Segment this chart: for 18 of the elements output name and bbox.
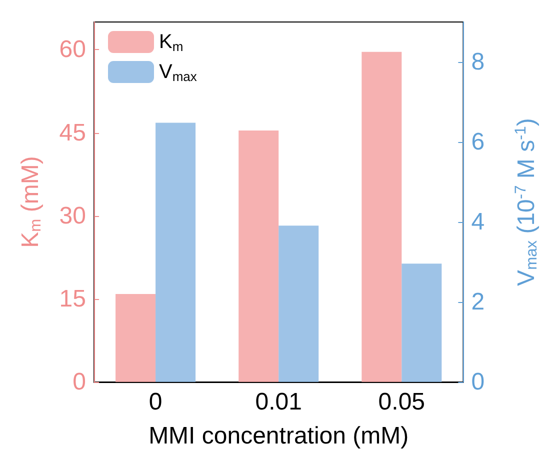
x-tick-label: 0 <box>148 388 162 416</box>
bar <box>362 52 402 382</box>
y2-tick-label: 2 <box>471 288 485 316</box>
x-axis-title: MMI concentration (mM) <box>148 422 409 450</box>
y2-tick-label: 0 <box>471 368 485 396</box>
y-axis-title: Km (mM) <box>17 156 44 248</box>
x-tick-label: 0.05 <box>378 388 426 416</box>
y2-tick-label: 6 <box>471 128 485 156</box>
y-tick-label: 60 <box>59 36 86 64</box>
y2-axis-title: Vmax (10-7 M s-1) <box>512 118 540 286</box>
x-tick-label: 0.01 <box>255 388 302 416</box>
y-tick-label: 45 <box>59 119 86 146</box>
y2-tick-label: 8 <box>471 48 485 76</box>
y-tick-label: 15 <box>59 285 86 312</box>
bar <box>156 122 196 382</box>
y-tick-label: 30 <box>59 202 86 230</box>
y-tick-label: 0 <box>72 368 86 396</box>
y2-tick-label: 4 <box>471 208 485 236</box>
